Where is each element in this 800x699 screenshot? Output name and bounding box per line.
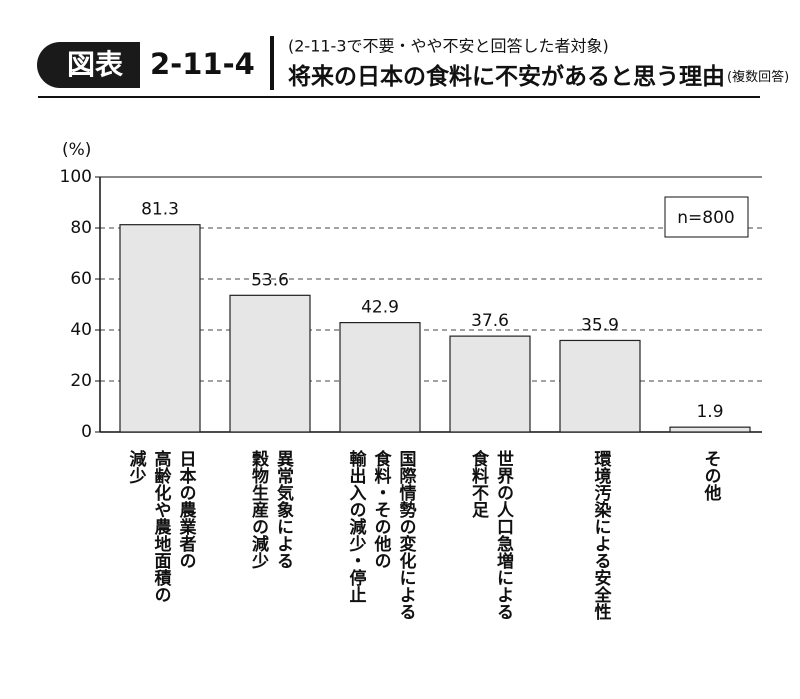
value-label: 35.9 [581,315,619,335]
header-rule [38,96,760,98]
y-tick-label: 0 [81,422,92,442]
title-main: 将来の日本の食料に不安があると思う理由 [288,63,725,90]
x-tick-label: 異常気象による 穀物生産の減少 [248,450,293,569]
annotation: n=800 [677,208,734,228]
y-tick-label: 100 [60,167,92,187]
bar [229,294,311,433]
value-label: 1.9 [696,402,723,422]
bar [339,322,421,433]
value-label: 53.6 [251,270,289,290]
x-tick-label: 世界の人口急増による 食料不足 [468,450,513,620]
value-label: 81.3 [141,200,179,220]
title: 将来の日本の食料に不安があると思う理由 (複数回答) [288,63,789,90]
bar [559,339,641,433]
x-tick-label: 環境汚染による安全性 [590,450,611,620]
y-tick-label: 40 [70,320,92,340]
title-note: (複数回答) [727,69,789,85]
figure-number: 2-11-4 [150,47,255,81]
value-label: 42.9 [361,298,399,318]
bar [669,426,751,433]
x-tick-label: 国際情勢の変化による 食料・その他の 輸出入の減少・停止 [345,450,416,620]
bar [119,224,201,433]
y-tick-label: 80 [70,218,92,238]
x-tick-label: その他 [700,450,721,501]
y-tick-label: 60 [70,269,92,289]
x-tick-label: 日本の農業者の 高齢化や農地面積の 減少 [125,450,196,603]
badge [37,42,140,88]
value-label: 37.6 [471,311,509,331]
bar [449,335,531,433]
separator [270,36,274,90]
badge-text: 図表 [67,48,123,81]
y-tick-label: 20 [70,371,92,391]
annotation-box [664,196,749,238]
subtitle: (2-11-3で不要・やや不安と回答した者対象) [288,37,609,56]
y-axis-label: (%) [62,140,91,160]
